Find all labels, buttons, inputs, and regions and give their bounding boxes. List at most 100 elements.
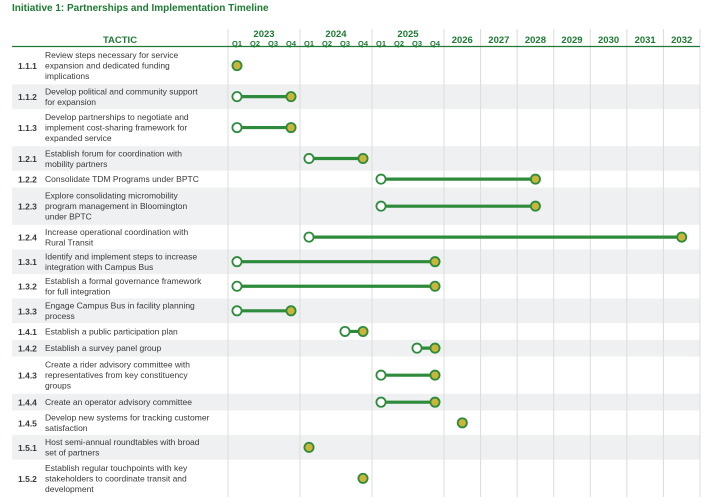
tactic-description: Create a rider advisory committee with bbox=[45, 360, 190, 370]
tactic-description: Consolidate TDM Programs under BPTC bbox=[45, 174, 199, 184]
end-marker bbox=[529, 173, 541, 185]
tactic-id: 1.3.3 bbox=[18, 306, 37, 316]
tactic-description: process bbox=[45, 311, 75, 321]
quarter-label: Q1 bbox=[376, 39, 386, 48]
quarter-label: Q2 bbox=[322, 39, 332, 48]
tactic-description: Identify and implement steps to increase bbox=[45, 251, 197, 261]
tactic-id: 1.2.3 bbox=[18, 202, 37, 212]
row-stripe bbox=[12, 339, 700, 357]
quarter-label: Q4 bbox=[430, 39, 441, 48]
year-label: 2024 bbox=[325, 29, 347, 40]
tactic-description: Increase operational coordination with bbox=[45, 227, 188, 237]
end-marker bbox=[357, 325, 369, 337]
year-label: 2027 bbox=[488, 35, 509, 46]
year-label: 2028 bbox=[525, 35, 546, 46]
tactic-description: Develop new systems for tracking custome… bbox=[45, 413, 210, 423]
end-marker bbox=[429, 396, 441, 408]
quarter-label: Q3 bbox=[340, 39, 350, 48]
row-stripe bbox=[12, 393, 700, 411]
tactic-description: Establish a public participation plan bbox=[45, 326, 178, 336]
page-title: Initiative 1: Partnerships and Implement… bbox=[12, 3, 269, 14]
start-marker bbox=[375, 200, 387, 212]
tactic-description: integration with Campus Bus bbox=[45, 262, 153, 272]
tactic-description: expansion and dedicated funding bbox=[45, 61, 170, 71]
end-marker bbox=[529, 200, 541, 212]
tactic-id: 1.4.2 bbox=[18, 344, 37, 354]
tactic-id: 1.2.4 bbox=[18, 233, 37, 243]
quarter-label: Q1 bbox=[304, 39, 314, 48]
tactic-description: expanded service bbox=[45, 133, 112, 143]
quarter-label: Q2 bbox=[250, 39, 260, 48]
tactic-header: TACTIC bbox=[103, 35, 137, 46]
end-marker bbox=[285, 91, 297, 103]
tactic-id: 1.4.4 bbox=[18, 398, 37, 408]
start-marker bbox=[411, 342, 423, 354]
tactic-id: 1.5.1 bbox=[18, 443, 37, 453]
tactic-description: implement cost-sharing framework for bbox=[45, 123, 187, 133]
start-marker bbox=[375, 369, 387, 381]
year-label: 2032 bbox=[671, 35, 692, 46]
tactic-description: mobility partners bbox=[45, 159, 107, 169]
end-marker bbox=[231, 60, 243, 72]
end-marker bbox=[456, 417, 468, 429]
tactic-description: groups bbox=[45, 381, 71, 391]
quarter-label: Q4 bbox=[358, 39, 369, 48]
start-marker bbox=[231, 256, 243, 268]
quarter-label: Q3 bbox=[268, 39, 278, 48]
tactic-description: Establish forum for coordination with bbox=[45, 148, 182, 158]
row-stripe bbox=[12, 187, 700, 225]
tactic-description: Host semi-annual roundtables with broad bbox=[45, 437, 200, 447]
start-marker bbox=[231, 122, 243, 134]
tactic-id: 1.4.1 bbox=[18, 327, 37, 337]
end-marker bbox=[429, 256, 441, 268]
start-marker bbox=[303, 153, 315, 165]
tactic-id: 1.2.2 bbox=[18, 175, 37, 185]
row-stripe bbox=[12, 435, 700, 460]
tactic-description: for full integration bbox=[45, 286, 110, 296]
tactic-description: set of partners bbox=[45, 448, 99, 458]
start-marker bbox=[339, 325, 351, 337]
end-marker bbox=[357, 472, 369, 484]
tactic-description: development bbox=[45, 484, 94, 494]
tactic-id: 1.4.3 bbox=[18, 371, 37, 381]
tactic-description: Establish a formal governance framework bbox=[45, 276, 202, 286]
end-marker bbox=[676, 231, 688, 243]
start-marker bbox=[231, 91, 243, 103]
tactic-description: representatives from key constituency bbox=[45, 370, 188, 380]
tactic-description: under BPTC bbox=[45, 212, 92, 222]
tactic-id: 1.2.1 bbox=[18, 154, 37, 164]
end-marker bbox=[429, 342, 441, 354]
year-label: 2031 bbox=[635, 35, 657, 46]
tactic-id: 1.3.1 bbox=[18, 257, 37, 267]
year-label: 2025 bbox=[397, 29, 419, 40]
tactic-id: 1.1.1 bbox=[18, 61, 37, 71]
row-stripe bbox=[12, 298, 700, 324]
tactic-description: for expansion bbox=[45, 97, 96, 107]
year-label: 2030 bbox=[598, 35, 619, 46]
tactic-description: Engage Campus Bus in facility planning bbox=[45, 301, 195, 311]
year-label: 2023 bbox=[253, 29, 274, 40]
tactic-description: Create an operator advisory committee bbox=[45, 397, 192, 407]
tactic-id: 1.1.3 bbox=[18, 123, 37, 133]
end-marker bbox=[285, 122, 297, 134]
quarter-label: Q1 bbox=[232, 39, 242, 48]
year-label: 2026 bbox=[452, 35, 473, 46]
tactic-id: 1.5.2 bbox=[18, 474, 37, 484]
tactic-description: Review steps necessary for service bbox=[45, 50, 178, 60]
end-marker bbox=[303, 441, 315, 453]
tactic-description: program management in Bloomington bbox=[45, 201, 187, 211]
start-marker bbox=[375, 173, 387, 185]
tactic-description: Develop partnerships to negotiate and bbox=[45, 112, 189, 122]
tactic-description: satisfaction bbox=[45, 423, 88, 433]
tactic-id: 1.3.2 bbox=[18, 282, 37, 292]
quarter-label: Q3 bbox=[412, 39, 422, 48]
end-marker bbox=[357, 153, 369, 165]
tactic-description: Establish a survey panel group bbox=[45, 343, 162, 353]
quarter-label: Q2 bbox=[394, 39, 404, 48]
start-marker bbox=[231, 280, 243, 292]
end-marker bbox=[285, 305, 297, 317]
start-marker bbox=[303, 231, 315, 243]
start-marker bbox=[231, 305, 243, 317]
end-marker bbox=[429, 280, 441, 292]
